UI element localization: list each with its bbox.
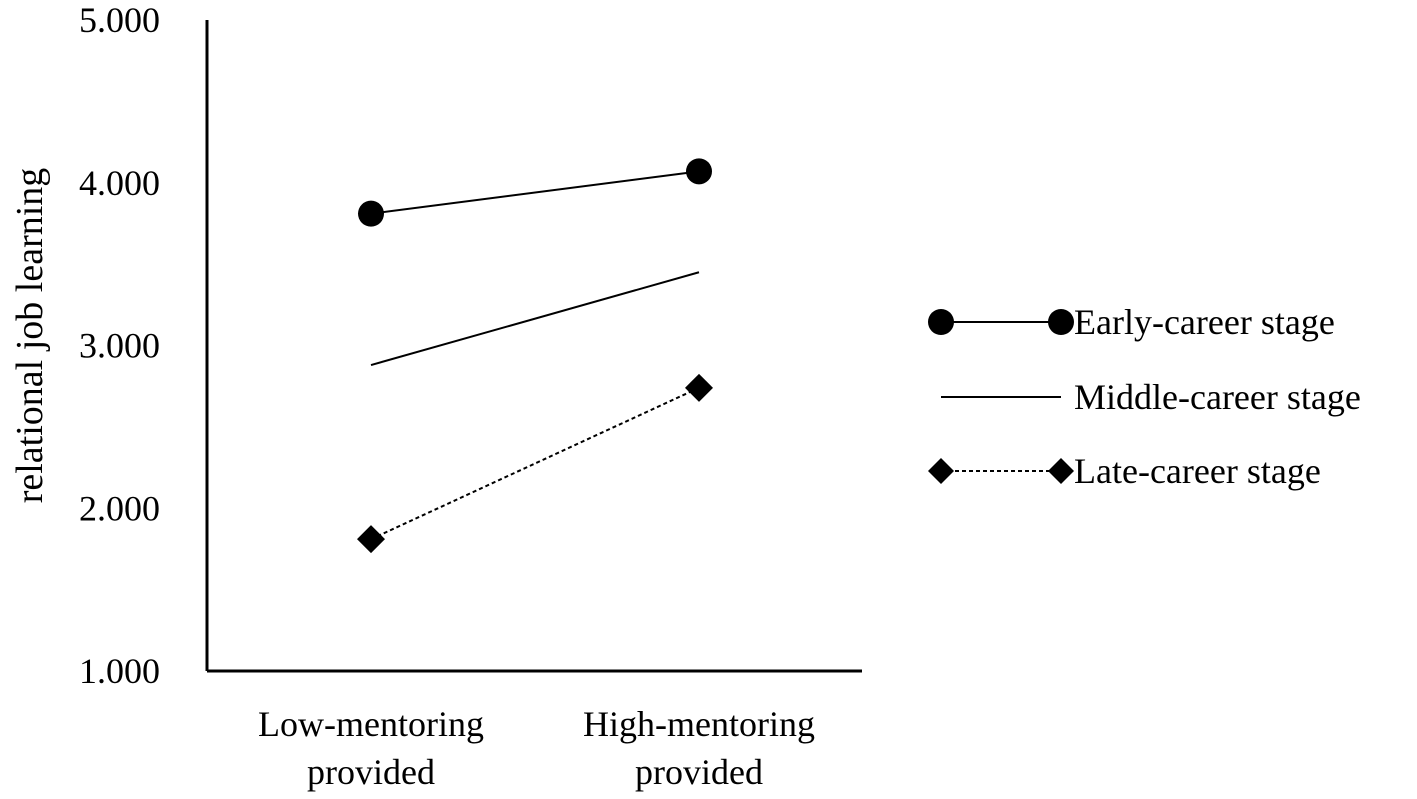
- series-line: [370, 386, 700, 541]
- legend-marker-diamond: [1048, 458, 1074, 484]
- legend-label: Late-career stage: [1074, 451, 1321, 491]
- legend-marker-circle: [928, 309, 954, 335]
- x-category-label: High-mentoring provided: [583, 704, 815, 792]
- legend-item-2: Middle-career stage: [941, 377, 1361, 417]
- chart-legend: Early-career stage Middle-career stage Lat…: [928, 302, 1361, 491]
- legend-item-1: Early-career stage: [928, 302, 1335, 342]
- y-tick-label: 3.000: [79, 326, 160, 366]
- x-category-label: Low-mentoring provided: [258, 704, 484, 792]
- data-point-circle: [686, 158, 712, 185]
- legend-label: Early-career stage: [1074, 302, 1335, 342]
- chart-series: [357, 158, 713, 554]
- series-2: [370, 271, 700, 366]
- series-3: [357, 373, 713, 554]
- y-axis-title: relational job learning: [9, 168, 51, 504]
- series-line: [370, 271, 700, 366]
- y-tick-label: 1.000: [79, 651, 160, 691]
- data-point-diamond: [357, 525, 385, 554]
- chart-axes: 1.000 2.000 3.000 4.000 5.000 Low-mentoring pr…: [9, 0, 862, 792]
- y-tick-label: 2.000: [79, 488, 160, 528]
- y-tick-label: 5.000: [79, 0, 160, 40]
- legend-marker-circle: [1048, 309, 1074, 335]
- data-point-diamond: [685, 373, 713, 402]
- series-1: [358, 158, 712, 227]
- data-point-circle: [358, 200, 384, 227]
- y-tick-label: 4.000: [79, 163, 160, 203]
- legend-label: Middle-career stage: [1074, 377, 1361, 417]
- series-line: [370, 170, 700, 215]
- legend-marker-diamond: [928, 458, 954, 484]
- legend-item-3: Late-career stage: [928, 451, 1321, 491]
